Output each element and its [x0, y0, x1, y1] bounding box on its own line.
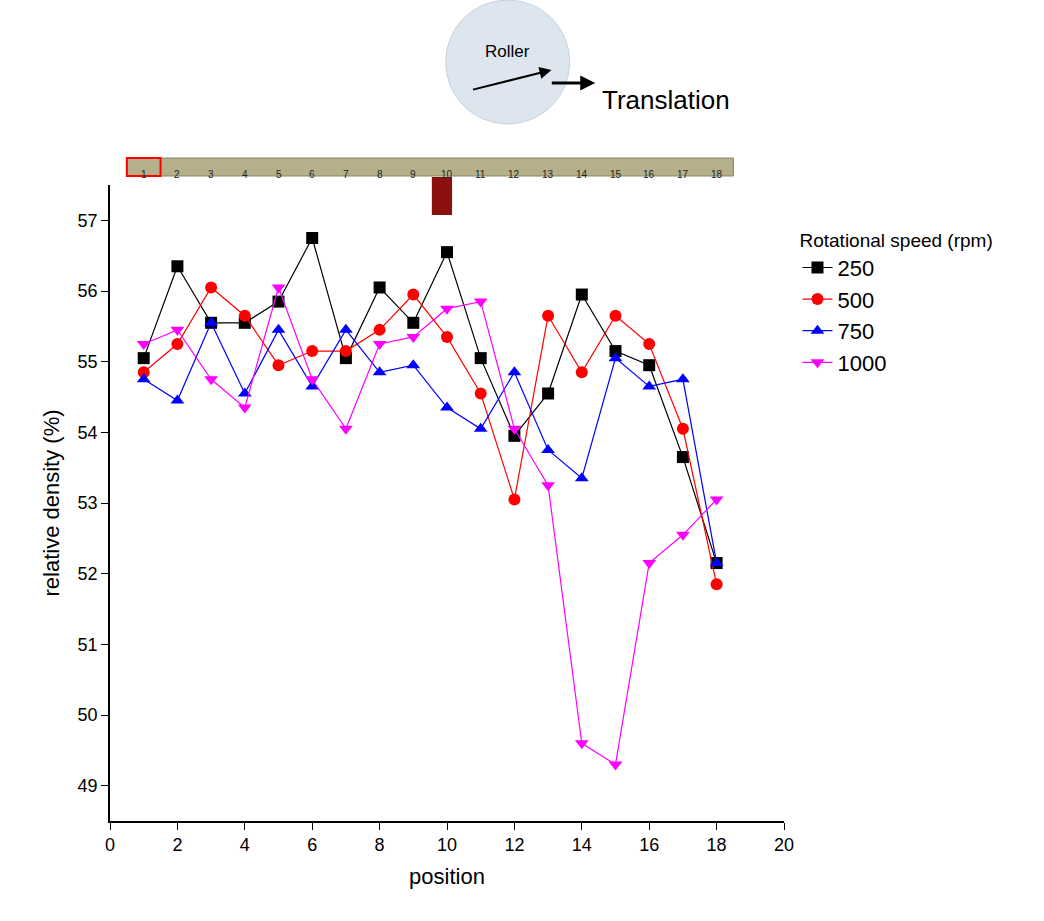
- svg-text:56: 56: [78, 281, 98, 301]
- svg-text:17: 17: [677, 169, 689, 180]
- svg-text:9: 9: [410, 169, 416, 180]
- svg-text:relative density (%): relative density (%): [39, 409, 64, 596]
- svg-text:55: 55: [78, 352, 98, 372]
- svg-text:250: 250: [837, 256, 874, 281]
- svg-text:8: 8: [375, 835, 385, 855]
- svg-text:0: 0: [105, 835, 115, 855]
- svg-text:20: 20: [774, 835, 794, 855]
- svg-text:57: 57: [78, 211, 98, 231]
- svg-text:15: 15: [610, 169, 622, 180]
- svg-text:53: 53: [78, 493, 98, 513]
- svg-text:10: 10: [437, 835, 457, 855]
- svg-text:Rotational speed (rpm): Rotational speed (rpm): [799, 230, 992, 251]
- svg-text:7: 7: [343, 169, 349, 180]
- svg-text:2: 2: [174, 169, 180, 180]
- svg-text:16: 16: [639, 835, 659, 855]
- svg-text:18: 18: [707, 835, 727, 855]
- svg-text:3: 3: [208, 169, 214, 180]
- svg-text:8: 8: [377, 169, 383, 180]
- svg-text:49: 49: [78, 776, 98, 796]
- svg-text:51: 51: [78, 635, 98, 655]
- svg-text:52: 52: [78, 564, 98, 584]
- svg-text:position: position: [409, 864, 485, 889]
- svg-text:2: 2: [172, 835, 182, 855]
- svg-text:18: 18: [711, 169, 723, 180]
- svg-text:Roller: Roller: [485, 42, 530, 61]
- svg-text:54: 54: [78, 423, 98, 443]
- svg-text:Translation: Translation: [602, 85, 730, 115]
- svg-text:11: 11: [475, 169, 486, 180]
- svg-text:5: 5: [276, 169, 282, 180]
- svg-text:4: 4: [240, 835, 250, 855]
- svg-text:50: 50: [78, 705, 98, 725]
- svg-text:750: 750: [837, 319, 874, 344]
- svg-text:10: 10: [441, 169, 453, 180]
- svg-text:4: 4: [242, 169, 248, 180]
- svg-text:6: 6: [309, 169, 315, 180]
- svg-text:12: 12: [508, 169, 520, 180]
- svg-text:16: 16: [643, 169, 655, 180]
- svg-text:12: 12: [504, 835, 524, 855]
- svg-text:500: 500: [837, 288, 874, 313]
- svg-text:14: 14: [576, 169, 588, 180]
- svg-text:1000: 1000: [837, 351, 886, 376]
- svg-text:6: 6: [307, 835, 317, 855]
- svg-text:13: 13: [542, 169, 554, 180]
- svg-text:1: 1: [141, 169, 147, 180]
- svg-text:14: 14: [572, 835, 592, 855]
